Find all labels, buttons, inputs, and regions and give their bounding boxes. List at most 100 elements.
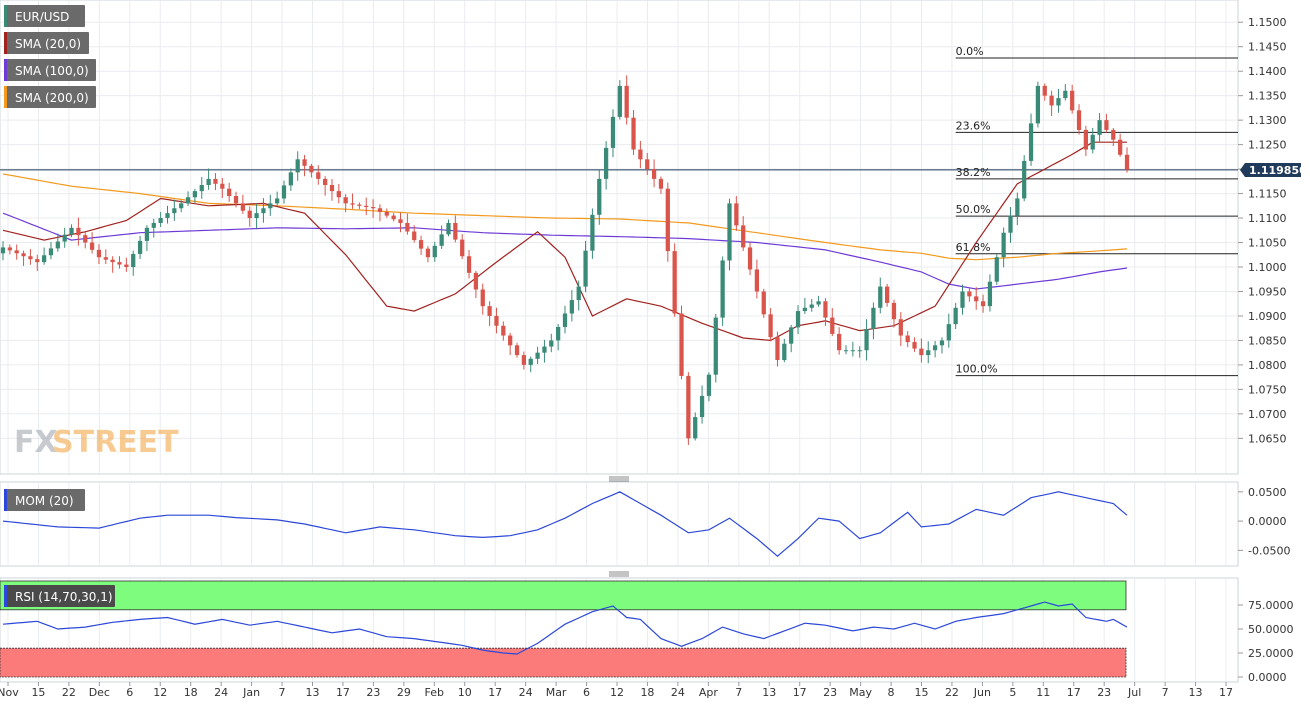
- time-tick-label: 17: [336, 686, 350, 699]
- legend-sma200[interactable]: SMA (200,0): [4, 86, 96, 108]
- bullish-candle: [994, 254, 999, 285]
- time-tick-label: Jan: [242, 686, 260, 699]
- legend-rsi[interactable]: RSI (14,70,30,1): [4, 585, 115, 607]
- candle-body: [172, 208, 177, 214]
- bearish-candle: [672, 243, 677, 317]
- bearish-candle: [89, 232, 95, 254]
- fib-level-label: 38.2%: [956, 166, 991, 179]
- time-tick-label: 17: [793, 686, 807, 699]
- rsi-tick-label: 75.0000: [1248, 599, 1294, 612]
- bullish-candle: [789, 324, 794, 353]
- time-tick-label: Feb: [425, 686, 444, 699]
- bullish-candle: [0, 241, 6, 261]
- bearish-candle: [302, 154, 307, 177]
- price-tick-label: 1.0750: [1248, 383, 1287, 396]
- bearish-candle: [891, 299, 897, 328]
- time-tick-label: May: [849, 686, 872, 699]
- bearish-candle: [1049, 90, 1054, 117]
- time-tick-label: 8: [888, 686, 895, 699]
- candle-body: [398, 219, 403, 223]
- candle-body: [960, 291, 965, 308]
- bearish-candle: [521, 351, 527, 370]
- candle-body: [384, 211, 389, 216]
- legend-mom[interactable]: MOM (20): [4, 489, 85, 511]
- bullish-candle: [549, 333, 554, 353]
- bearish-candle: [240, 194, 246, 214]
- bullish-candle: [802, 297, 808, 314]
- candle-body: [535, 352, 540, 359]
- mom-panel-resize-handle[interactable]: [609, 476, 629, 482]
- candle-body: [645, 159, 650, 170]
- bullish-candle: [1056, 88, 1061, 113]
- bullish-candle: [843, 345, 849, 355]
- candle-body: [192, 191, 198, 198]
- candle-body: [158, 218, 163, 223]
- bearish-candle: [1104, 113, 1109, 133]
- bearish-candle: [460, 234, 465, 260]
- bearish-candle: [377, 204, 383, 222]
- time-tick-label: 12: [610, 686, 624, 699]
- fxstreet-watermark: FX STREET: [14, 425, 179, 460]
- candle-body: [453, 222, 458, 240]
- time-tick-label: 13: [762, 686, 776, 699]
- bearish-candle: [453, 215, 458, 243]
- bearish-candle: [28, 249, 33, 265]
- candle-body: [487, 306, 492, 316]
- candle-body: [446, 222, 451, 235]
- candle-body: [809, 304, 814, 308]
- rsi-panel-resize-handle[interactable]: [609, 571, 629, 577]
- candle-body: [494, 315, 499, 326]
- candle-body: [35, 259, 40, 263]
- time-tick-label: 11: [1036, 686, 1050, 699]
- candle-body: [679, 313, 684, 376]
- candle-body: [288, 172, 293, 186]
- bullish-candle: [562, 305, 568, 334]
- candle-body: [329, 185, 335, 192]
- legend-sma100[interactable]: SMA (100,0): [4, 59, 96, 81]
- time-tick-label: Apr: [699, 686, 719, 699]
- candle-body: [549, 340, 554, 347]
- candle-body: [837, 333, 842, 351]
- time-tick-label: 15: [915, 686, 929, 699]
- bullish-candle: [254, 203, 259, 229]
- candle-body: [946, 324, 951, 341]
- candle-body: [14, 250, 19, 254]
- rsi-oversold-zone: [0, 647, 1127, 678]
- legend-sma100-label: SMA (100,0): [15, 64, 89, 78]
- bearish-candle: [494, 307, 499, 334]
- watermark-street: STREET: [52, 425, 179, 460]
- candle-body: [89, 242, 95, 250]
- price-tick-label: 1.0800: [1248, 359, 1287, 372]
- bullish-candle: [795, 305, 801, 335]
- legend-sma20[interactable]: SMA (20,0): [4, 32, 89, 54]
- bullish-candle: [1035, 81, 1041, 128]
- bearish-candle: [14, 244, 19, 260]
- candle-body: [686, 375, 691, 439]
- candle-body: [898, 319, 903, 336]
- bullish-candle: [432, 241, 437, 262]
- bullish-candle: [850, 341, 855, 357]
- candle-body: [576, 286, 581, 301]
- bearish-candle: [83, 232, 88, 249]
- bearish-candle: [110, 256, 115, 273]
- bearish-candle: [357, 202, 362, 210]
- bullish-candle: [782, 338, 787, 363]
- candle-body: [275, 198, 280, 204]
- bullish-candle: [864, 319, 869, 361]
- bearish-candle: [473, 270, 479, 299]
- candle-body: [631, 117, 636, 150]
- candle-body: [795, 311, 801, 328]
- rsi-overbought-zone: [0, 580, 1127, 611]
- bullish-candle: [179, 200, 184, 213]
- bearish-candle: [480, 283, 485, 315]
- bullish-candle: [583, 240, 588, 293]
- candle-body: [850, 350, 855, 352]
- bullish-candle: [41, 247, 47, 265]
- bullish-candle: [48, 242, 54, 260]
- candle-body: [775, 337, 780, 361]
- bullish-candle: [720, 256, 725, 327]
- bearish-candle: [631, 109, 636, 155]
- bearish-candle: [487, 301, 492, 327]
- legend-eurusd[interactable]: EUR/USD: [4, 5, 85, 27]
- time-tick-label: 18: [640, 686, 654, 699]
